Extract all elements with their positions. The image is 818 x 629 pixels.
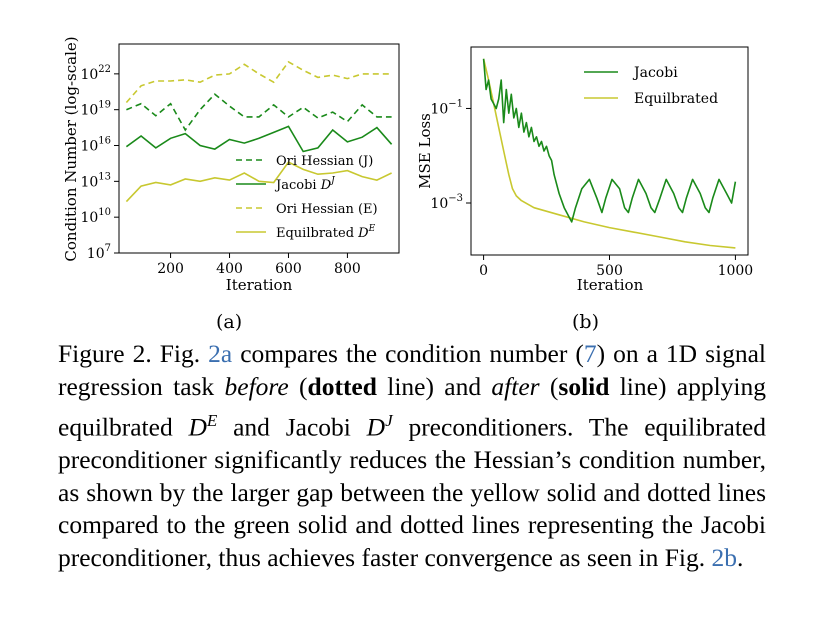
panel-a-x-tick-label: 800 bbox=[334, 261, 361, 277]
caption-figure-label: Figure 2. bbox=[58, 339, 152, 368]
caption-ref-fig-2a-link[interactable]: 2a bbox=[208, 339, 233, 368]
panel-b-legend-label-0: Jacobi bbox=[632, 65, 678, 81]
caption-before-emph: before bbox=[224, 371, 289, 401]
panel-a-y-tick-label: 1013 bbox=[80, 171, 111, 190]
caption-after-emph: after bbox=[491, 371, 540, 401]
caption-text: . bbox=[737, 542, 744, 572]
panel-a-series-line-2 bbox=[125, 60, 392, 104]
panel-a-x-axis-label: Iteration bbox=[226, 276, 293, 294]
panel-b-series-line-0 bbox=[482, 58, 737, 223]
panel-b-x-tick-label: 500 bbox=[596, 263, 623, 279]
figure-caption: Figure 2. Fig. 2a compares the condition… bbox=[58, 338, 766, 574]
panel-b-series-line-1 bbox=[482, 58, 736, 249]
caption-text: and Jacobi bbox=[217, 412, 367, 442]
panel-b-y-tick-label: 10−3 bbox=[430, 193, 463, 212]
panel-b-legend: Jacobi Equilbrated bbox=[584, 65, 718, 107]
panel-b-label: (b) bbox=[572, 311, 599, 333]
panel-b-x-tick-label: 0 bbox=[479, 263, 488, 279]
panel-a-series-line-0 bbox=[126, 93, 392, 132]
panel-b-y-axis-label: MSE Loss bbox=[416, 113, 434, 189]
caption-text: ( bbox=[288, 371, 308, 401]
caption-text: Fig. bbox=[151, 339, 209, 368]
caption-text: line) and bbox=[376, 371, 492, 401]
panel-a-frame bbox=[118, 43, 400, 254]
panel-a-y-tick-label: 1010 bbox=[80, 207, 111, 226]
panel-a-legend: Ori Hessian (J) Jacobi DJ Ori Hessian (E) E… bbox=[236, 154, 378, 241]
panel-a-x-tick-label: 200 bbox=[157, 261, 184, 277]
caption-dj-symbol: D bbox=[366, 412, 386, 442]
panel-a-y-tick-label: 1022 bbox=[80, 64, 111, 83]
panel-a-y-tick-label: 107 bbox=[87, 243, 111, 262]
panel-a-legend-label-3: Equilbrated DE bbox=[276, 224, 376, 241]
panel-a-label: (a) bbox=[216, 311, 243, 333]
caption-dj-superscript: J bbox=[385, 411, 393, 430]
panel-a-y-axis-label: Condition Number (log-scale) bbox=[62, 36, 80, 261]
caption-de-superscript: E bbox=[206, 411, 218, 430]
caption-de-symbol: D bbox=[188, 412, 207, 442]
caption-text: preconditioners. The equilibrated precon… bbox=[58, 412, 766, 572]
panel-a-y-tick-label: 1016 bbox=[80, 136, 111, 155]
caption-dotted-bold: dotted bbox=[307, 371, 377, 401]
panel-a-series-line-1 bbox=[125, 125, 393, 153]
panel-b-frame bbox=[470, 46, 749, 256]
panel-b-y-tick-label: 10−1 bbox=[430, 98, 463, 117]
panel-a-x-tick-label: 600 bbox=[275, 261, 302, 277]
caption-ref-eq-7-link[interactable]: 7 bbox=[583, 339, 597, 368]
caption-text: ( bbox=[539, 371, 559, 401]
caption-solid-bold: solid bbox=[558, 371, 610, 401]
caption-ref-fig-2b-link[interactable]: 2b bbox=[711, 542, 738, 572]
figure-2: 200 400 600 800 107 1010 1013 1016 1019 1022 Ite… bbox=[62, 36, 754, 294]
panel-b-mse-loss-chart: 0 500 1000 10−1 10−3 Iteration MSE Loss Jac… bbox=[416, 46, 754, 294]
panel-a-legend-label-1: Jacobi DJ bbox=[274, 176, 336, 193]
panel-a-y-tick-label: 1019 bbox=[80, 100, 111, 119]
panel-a-series-line-3 bbox=[125, 161, 392, 203]
panel-b-x-axis-label: Iteration bbox=[577, 276, 644, 294]
panel-b-legend-label-1: Equilbrated bbox=[634, 91, 718, 107]
panel-b-x-tick-label: 1000 bbox=[718, 263, 754, 279]
panel-a-legend-label-0: Ori Hessian (J) bbox=[276, 154, 373, 169]
caption-text: ) on a 1D signal regression task bbox=[58, 339, 766, 401]
panel-a-condition-number-chart: 200 400 600 800 107 1010 1013 1016 1019 1022 Ite… bbox=[62, 36, 400, 294]
panel-a-legend-label-2: Ori Hessian (E) bbox=[276, 202, 378, 217]
panel-a-x-tick-label: 400 bbox=[216, 261, 243, 277]
caption-text: compares the condition number ( bbox=[232, 339, 584, 368]
caption-text: line) applying equilbrated bbox=[58, 371, 766, 442]
